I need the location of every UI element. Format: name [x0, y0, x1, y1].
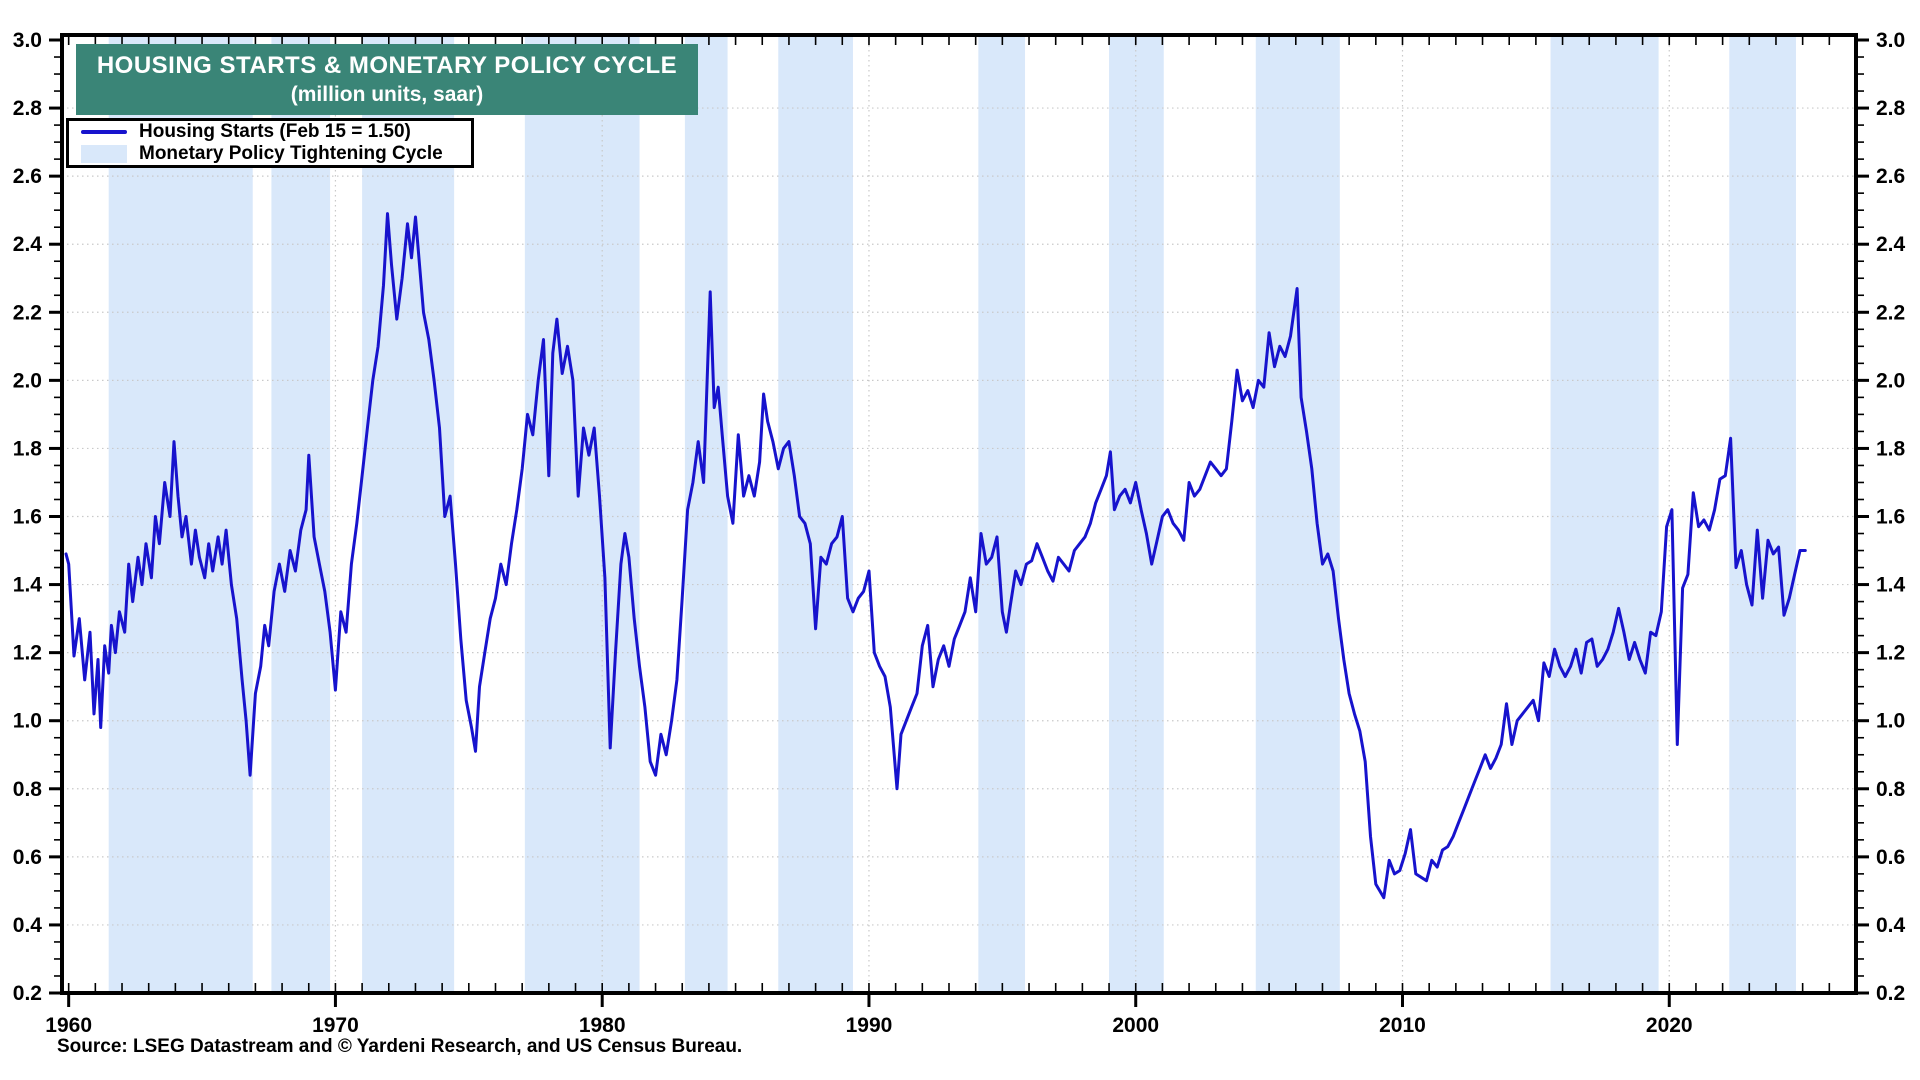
source-note: Source: LSEG Datastream and © Yardeni Re… — [57, 1036, 743, 1057]
tightening-cycle-band — [271, 35, 331, 993]
tightening-cycle-band — [524, 35, 640, 993]
tightening-cycle-band — [1255, 35, 1340, 993]
legend-item-housing-starts: Housing Starts (Feb 15 = 1.50) — [81, 121, 471, 143]
tightening-cycle-band — [1729, 35, 1796, 993]
y-tick-label-right: 2.6 — [1876, 165, 1905, 188]
y-tick-label-left: 2.2 — [13, 301, 42, 324]
housing-starts-line — [64, 212, 1807, 900]
tightening-cycle-band — [362, 35, 455, 993]
x-tick-label: 1960 — [45, 1014, 92, 1037]
y-tick-label-right: 1.2 — [1876, 642, 1905, 665]
chart-title: HOUSING STARTS & MONETARY POLICY CYCLE — [96, 52, 678, 79]
y-tick-label-left: 1.4 — [13, 574, 43, 597]
tightening-cycle-band — [684, 35, 728, 993]
x-tick-label: 1980 — [579, 1014, 626, 1037]
y-tick-label-left: 2.4 — [13, 233, 43, 256]
y-tick-label-right: 3.0 — [1876, 29, 1905, 52]
y-tick-label-left: 0.6 — [13, 846, 42, 869]
legend: Housing Starts (Feb 15 = 1.50) Monetary … — [66, 118, 474, 168]
y-tick-label-right: 1.8 — [1876, 437, 1906, 460]
legend-label-housing-starts: Housing Starts (Feb 15 = 1.50) — [139, 121, 411, 142]
y-tick-label-left: 0.2 — [13, 982, 42, 1005]
legend-label-tightening-cycle: Monetary Policy Tightening Cycle — [139, 143, 443, 164]
y-tick-label-right: 2.2 — [1876, 301, 1905, 324]
y-tick-label-left: 3.0 — [13, 29, 42, 52]
x-tick-label: 2020 — [1646, 1014, 1693, 1037]
y-tick-label-left: 2.8 — [13, 97, 43, 120]
y-tick-label-right: 1.6 — [1876, 506, 1905, 529]
y-tick-label-right: 1.0 — [1876, 710, 1905, 733]
y-tick-label-left: 1.2 — [13, 642, 42, 665]
tightening-cycle-band — [978, 35, 1026, 993]
y-tick-label-right: 2.8 — [1876, 97, 1906, 120]
y-tick-label-right: 1.4 — [1876, 574, 1906, 597]
y-tick-label-left: 2.0 — [13, 369, 42, 392]
y-tick-label-right: 0.8 — [1876, 778, 1906, 801]
plot-frame — [60, 33, 1858, 995]
y-tick-label-left: 1.8 — [13, 437, 43, 460]
y-tick-label-left: 1.0 — [13, 710, 42, 733]
y-tick-label-right: 0.4 — [1876, 914, 1906, 937]
area-swatch-icon — [81, 145, 127, 163]
y-tick-label-left: 2.6 — [13, 165, 42, 188]
line-swatch-icon — [81, 130, 127, 134]
y-tick-label-left: 1.6 — [13, 506, 42, 529]
tightening-cycle-band — [1550, 35, 1659, 993]
x-tick-label: 1970 — [312, 1014, 359, 1037]
y-tick-label-right: 2.0 — [1876, 369, 1905, 392]
y-tick-label-right: 0.2 — [1876, 982, 1905, 1005]
x-tick-label: 2000 — [1112, 1014, 1159, 1037]
y-tick-label-right: 0.6 — [1876, 846, 1905, 869]
y-tick-label-left: 0.4 — [13, 914, 43, 937]
y-tick-label-right: 2.4 — [1876, 233, 1906, 256]
y-tick-label-left: 0.8 — [13, 778, 43, 801]
tightening-cycle-band — [778, 35, 853, 993]
chart-title-box: HOUSING STARTS & MONETARY POLICY CYCLE (… — [76, 44, 698, 115]
tightening-cycle-band — [1109, 35, 1164, 993]
x-tick-label: 2010 — [1379, 1014, 1426, 1037]
x-tick-label: 1990 — [846, 1014, 893, 1037]
chart-subtitle: (million units, saar) — [290, 83, 484, 106]
legend-item-tightening-cycle: Monetary Policy Tightening Cycle — [81, 143, 471, 165]
